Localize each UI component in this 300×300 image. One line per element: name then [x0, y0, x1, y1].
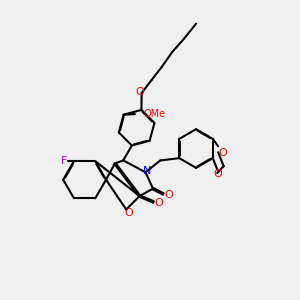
- Text: F: F: [61, 156, 67, 166]
- Text: O: O: [218, 148, 227, 158]
- Text: O: O: [214, 169, 222, 179]
- Text: OMe: OMe: [143, 109, 165, 119]
- Text: N: N: [143, 166, 151, 176]
- Text: O: O: [124, 208, 133, 218]
- Text: O: O: [154, 199, 163, 208]
- Text: O: O: [164, 190, 173, 200]
- Text: O: O: [135, 87, 144, 97]
